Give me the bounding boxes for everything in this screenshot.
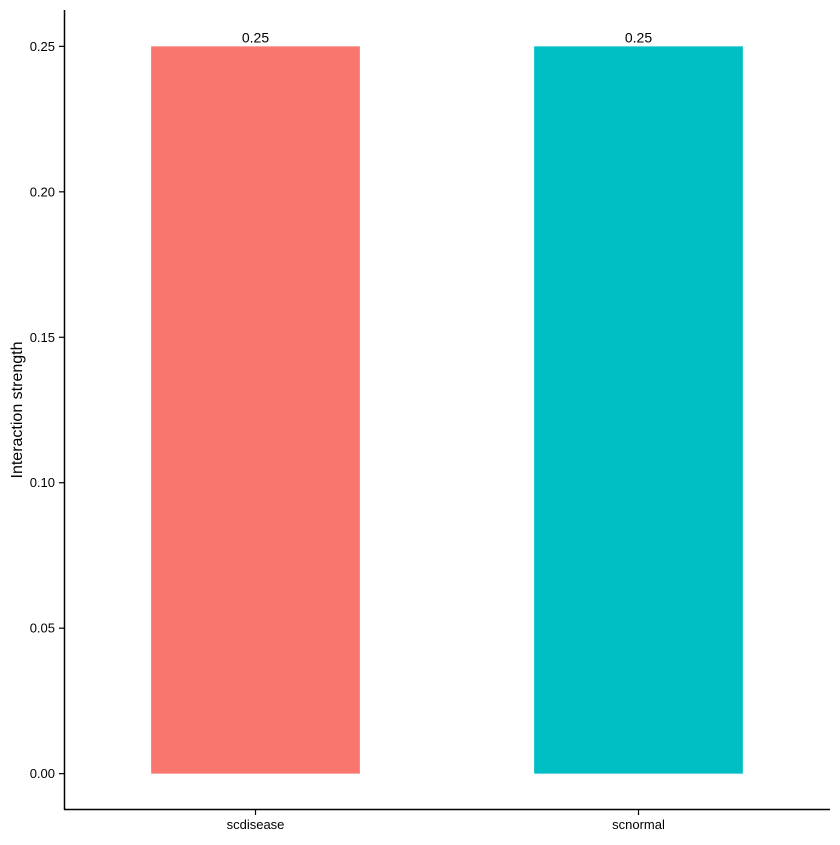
y-tick-label: 0.05 bbox=[30, 621, 55, 636]
bar-scnormal bbox=[534, 46, 743, 774]
bar-scdisease bbox=[151, 46, 360, 774]
y-tick-label: 0.25 bbox=[30, 39, 55, 54]
y-tick-label: 0.00 bbox=[30, 766, 55, 781]
y-tick-label: 0.10 bbox=[30, 475, 55, 490]
plot-area: 0.25 0.25 bbox=[151, 29, 743, 774]
y-tick-label: 0.20 bbox=[30, 184, 55, 199]
y-axis-title: Interaction strength bbox=[9, 342, 26, 479]
y-axis-ticks: 0.00 0.05 0.10 0.15 0.20 0.25 bbox=[30, 39, 64, 781]
x-tick-label-scnormal: scnormal bbox=[612, 817, 665, 832]
bar-value-label-scdisease: 0.25 bbox=[242, 29, 269, 45]
x-axis-ticks: scdisease scnormal bbox=[227, 810, 665, 832]
bar-value-label-scnormal: 0.25 bbox=[625, 29, 652, 45]
x-tick-label-scdisease: scdisease bbox=[227, 817, 285, 832]
y-tick-label: 0.15 bbox=[30, 330, 55, 345]
